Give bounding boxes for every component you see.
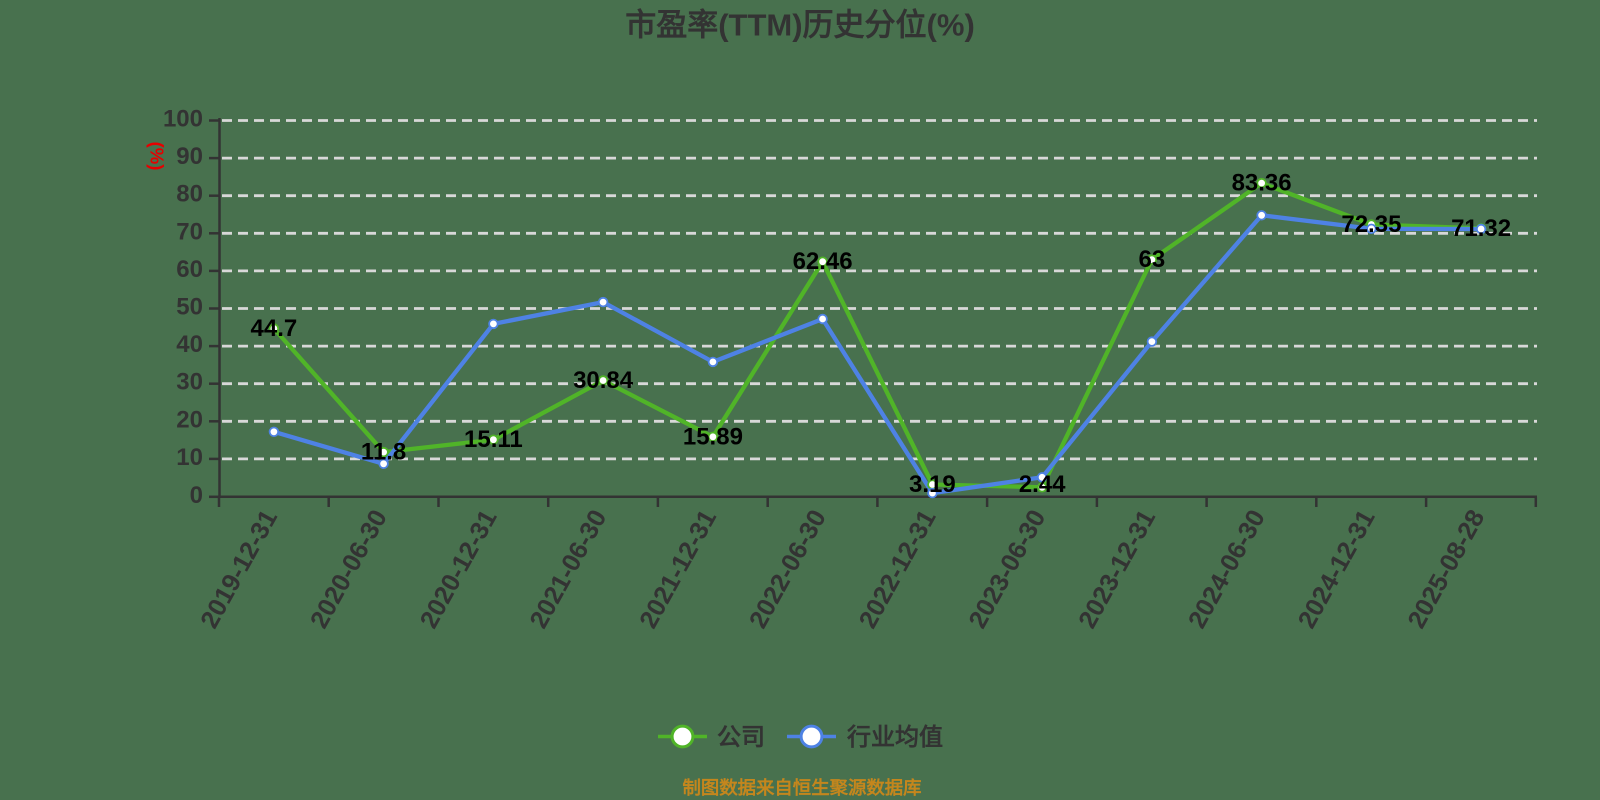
svg-text:3.19: 3.19	[909, 471, 956, 498]
svg-text:62.46: 62.46	[793, 248, 853, 275]
svg-text:行业均值: 行业均值	[846, 723, 943, 751]
svg-text:80: 80	[176, 181, 203, 208]
svg-text:40: 40	[176, 331, 203, 358]
svg-text:(%): (%)	[147, 142, 168, 171]
svg-text:2.44: 2.44	[1019, 471, 1066, 498]
svg-text:11.8: 11.8	[361, 439, 406, 466]
svg-text:20: 20	[176, 406, 203, 433]
svg-text:制图数据来自恒生聚源数据库: 制图数据来自恒生聚源数据库	[682, 777, 921, 798]
svg-text:70: 70	[176, 218, 203, 245]
svg-text:公司: 公司	[717, 724, 765, 751]
svg-text:50: 50	[176, 294, 203, 321]
svg-text:71.32: 71.32	[1451, 215, 1511, 242]
svg-text:30.84: 30.84	[573, 367, 634, 394]
svg-text:83.36: 83.36	[1232, 170, 1292, 197]
svg-text:0: 0	[190, 482, 203, 509]
svg-text:市盈率(TTM)历史分位(%): 市盈率(TTM)历史分位(%)	[625, 8, 975, 43]
svg-text:60: 60	[176, 256, 203, 283]
svg-text:90: 90	[176, 143, 203, 170]
svg-text:44.7: 44.7	[251, 315, 298, 342]
svg-text:63: 63	[1139, 246, 1166, 273]
svg-text:30: 30	[176, 369, 203, 396]
svg-text:10: 10	[176, 444, 203, 471]
svg-text:72.35: 72.35	[1341, 211, 1401, 238]
svg-text:15.89: 15.89	[683, 423, 743, 450]
svg-text:100: 100	[163, 106, 203, 133]
svg-text:15.11: 15.11	[464, 426, 523, 453]
